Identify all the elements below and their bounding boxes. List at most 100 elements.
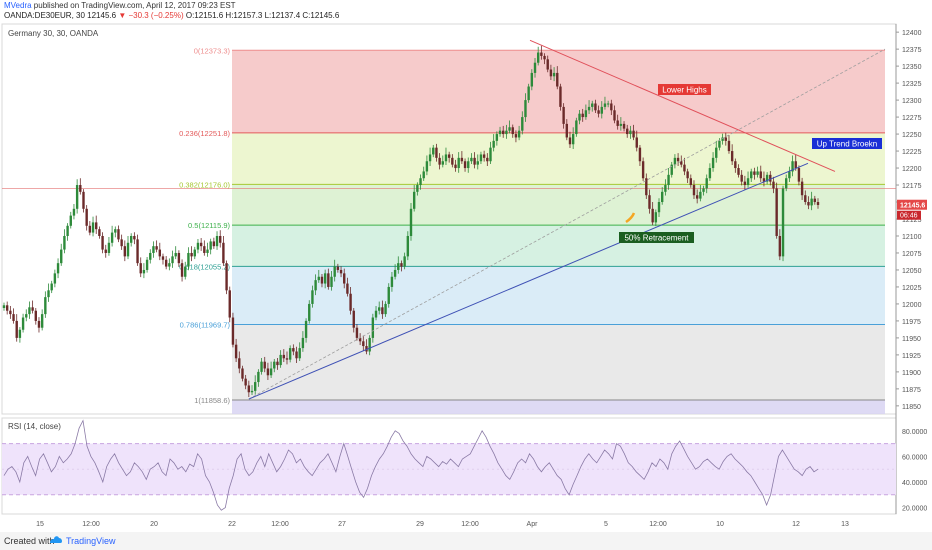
candle-body bbox=[129, 235, 133, 243]
candle-body bbox=[75, 185, 79, 209]
candle-body bbox=[489, 147, 492, 162]
candle-body bbox=[409, 208, 413, 236]
candle-body bbox=[536, 52, 540, 63]
candle-body bbox=[126, 242, 130, 257]
candle-body bbox=[196, 242, 200, 250]
candle-body bbox=[800, 181, 804, 196]
lower-highs-line bbox=[529, 39, 836, 172]
candle-body bbox=[292, 348, 295, 352]
candle-body bbox=[797, 168, 801, 182]
candle-body bbox=[187, 252, 190, 267]
candle-body bbox=[120, 239, 123, 247]
candle-body bbox=[308, 303, 311, 321]
candle-body bbox=[463, 161, 467, 169]
chart-canvas[interactable]: 0(12373.3) 0.236(12251.8) 0.382(12176.0) 0.… bbox=[0, 0, 932, 532]
time-tick-label: 13 bbox=[841, 521, 849, 528]
candle-body bbox=[629, 130, 632, 135]
candle-body bbox=[730, 151, 734, 162]
candle-body bbox=[104, 249, 107, 253]
candle-body bbox=[438, 157, 441, 165]
candle-body bbox=[44, 297, 47, 315]
candle-body bbox=[632, 130, 635, 138]
chart-title: Germany 30, 30, OANDA bbox=[8, 29, 99, 38]
candle-body bbox=[635, 137, 638, 148]
candle-body bbox=[708, 168, 712, 179]
fib-label-2: 0.382(12176.0) bbox=[179, 180, 230, 189]
candle-body bbox=[613, 110, 616, 121]
candle-body bbox=[476, 161, 479, 165]
candle-body bbox=[648, 195, 651, 209]
candle-body bbox=[807, 202, 810, 206]
uptrend-broken-label: Up Trend Broekn bbox=[817, 140, 877, 149]
candle-body bbox=[705, 178, 708, 189]
fib-label-5: 0.786(11969.7) bbox=[180, 321, 231, 330]
candle-body bbox=[568, 137, 572, 145]
candle-body bbox=[250, 390, 254, 393]
candle-body bbox=[467, 161, 470, 169]
candle-body bbox=[460, 157, 464, 162]
retracement-label-bg bbox=[619, 232, 694, 243]
candle-body bbox=[215, 235, 219, 247]
candle-body bbox=[336, 266, 340, 270]
candle-body bbox=[775, 188, 778, 236]
candle-body bbox=[101, 235, 104, 250]
candle-body bbox=[56, 263, 60, 274]
candle-body bbox=[40, 314, 44, 328]
candle-body bbox=[37, 320, 41, 328]
candle-body bbox=[253, 382, 257, 391]
candle-body bbox=[142, 269, 146, 274]
candle-body bbox=[540, 52, 543, 56]
candle-body bbox=[750, 171, 753, 179]
candle-body bbox=[638, 147, 642, 162]
candle-body bbox=[400, 263, 403, 267]
candle-body bbox=[511, 127, 514, 135]
price-tick-label: 12350 bbox=[902, 64, 922, 71]
candle-body bbox=[533, 62, 537, 73]
candle-body bbox=[737, 168, 740, 175]
candle-body bbox=[139, 263, 142, 274]
candle-body bbox=[680, 161, 683, 165]
candle-body bbox=[110, 232, 114, 243]
candle-body bbox=[616, 120, 619, 126]
candle-body bbox=[269, 368, 273, 376]
price-axis: 11850 11875 11900 11925 11950 11975 12000 12025… bbox=[896, 30, 922, 411]
candle-body bbox=[559, 86, 562, 107]
fib-band-1 bbox=[232, 132, 885, 185]
candle-body bbox=[610, 103, 613, 111]
fib-label-3: 0.5(12115.9) bbox=[188, 221, 230, 230]
price-tick-label: 12225 bbox=[902, 149, 922, 156]
candle-body bbox=[5, 305, 9, 311]
candle-body bbox=[727, 140, 731, 152]
candle-body bbox=[247, 385, 251, 393]
candle-body bbox=[330, 276, 333, 287]
candle-body bbox=[381, 307, 384, 315]
candle-body bbox=[212, 241, 216, 247]
candle-body bbox=[753, 171, 756, 175]
tradingview-link[interactable]: TradingView bbox=[66, 536, 116, 546]
candle-body bbox=[645, 178, 648, 196]
rsi-tick-label: 20.0000 bbox=[902, 506, 927, 513]
uptrend-broken-label-bg bbox=[812, 138, 882, 149]
candle-body bbox=[692, 185, 696, 196]
candle-body bbox=[654, 212, 658, 223]
price-tick-label: 12175 bbox=[902, 183, 922, 190]
candle-body bbox=[168, 263, 171, 267]
candle-body bbox=[241, 368, 244, 379]
change-value: ▼ −30.3 (−0.25%) bbox=[118, 11, 184, 20]
candle-body bbox=[552, 72, 556, 77]
candle-body bbox=[447, 154, 451, 158]
candle-body bbox=[508, 127, 511, 131]
candle-body bbox=[597, 110, 600, 114]
candle-body bbox=[769, 174, 772, 182]
publish-line: MVedra published on TradingView.com, Apr… bbox=[4, 1, 236, 11]
price-tick-label: 11900 bbox=[902, 370, 921, 377]
candle-body bbox=[743, 181, 747, 186]
candle-body bbox=[69, 215, 72, 226]
author-link[interactable]: MVedra bbox=[4, 1, 32, 10]
candle-body bbox=[791, 161, 794, 172]
candle-body bbox=[263, 361, 266, 369]
created-with-label: Created with bbox=[4, 536, 55, 546]
candle-body bbox=[498, 130, 502, 135]
candle-body bbox=[190, 252, 193, 257]
last-value: 12145.6 bbox=[87, 11, 117, 20]
